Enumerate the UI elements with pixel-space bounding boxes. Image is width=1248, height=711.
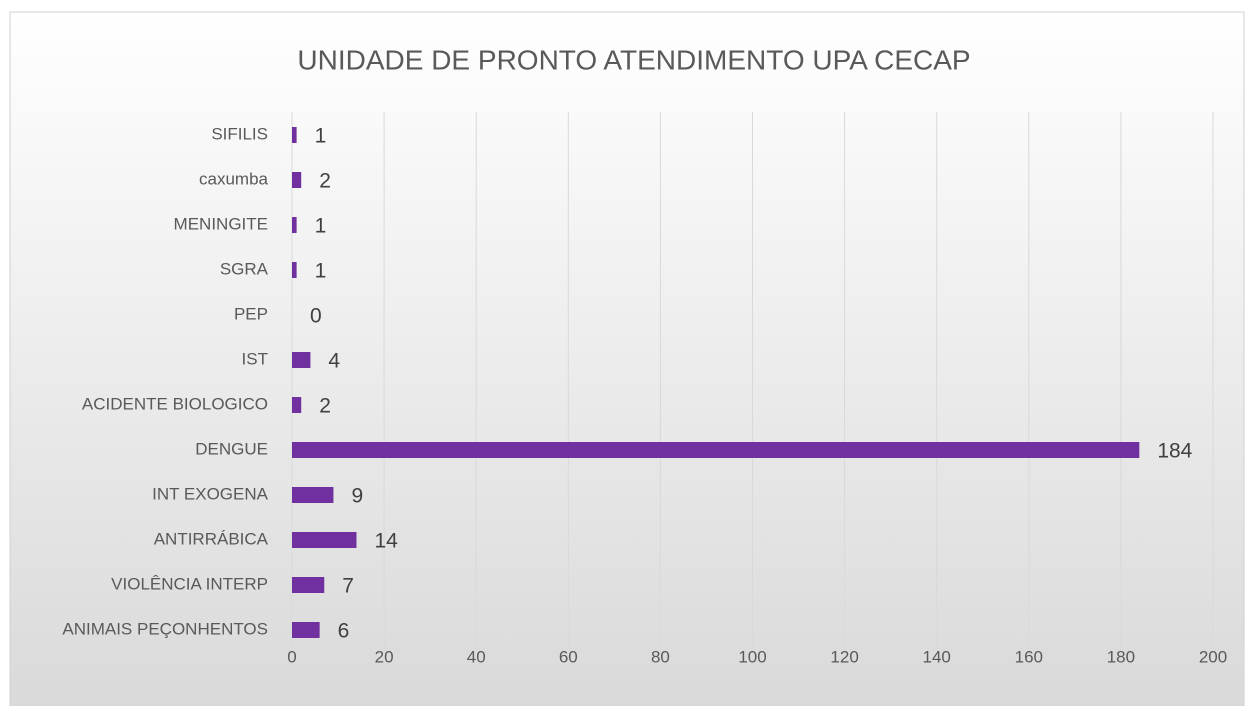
data-label: 9: [351, 485, 363, 508]
data-label: 184: [1157, 440, 1192, 463]
y-tick-label: INT EXOGENA: [152, 484, 269, 503]
data-label: 1: [315, 260, 327, 283]
y-tick-label: ANIMAIS PEÇONHENTOS: [62, 619, 268, 638]
bar: [292, 127, 297, 143]
bar: [292, 172, 302, 188]
bar: [292, 487, 334, 503]
bar: [292, 217, 297, 233]
x-tick-label: 80: [651, 647, 670, 666]
data-label: 6: [338, 620, 350, 643]
data-label: 7: [342, 575, 354, 598]
x-tick-label: 20: [375, 647, 394, 666]
x-tick-label: 40: [467, 647, 486, 666]
bar: [292, 442, 1140, 458]
data-label: 2: [319, 170, 331, 193]
y-tick-label: SIFILIS: [211, 124, 268, 143]
data-label: 1: [315, 215, 327, 238]
y-tick-label: IST: [242, 349, 268, 368]
x-tick-label: 0: [287, 647, 296, 666]
y-tick-label: MENINGITE: [174, 214, 268, 233]
data-label: 0: [310, 305, 322, 328]
x-tick-label: 100: [738, 647, 766, 666]
bar: [292, 577, 325, 593]
y-tick-label: SGRA: [220, 259, 269, 278]
x-tick-label: 160: [1015, 647, 1043, 666]
x-tick-label: 200: [1199, 647, 1227, 666]
data-label: 2: [319, 395, 331, 418]
data-label: 4: [328, 350, 340, 373]
x-tick-label: 180: [1107, 647, 1135, 666]
y-tick-label: PEP: [234, 304, 268, 323]
bar: [292, 352, 311, 368]
x-tick-label: 140: [923, 647, 951, 666]
y-tick-label: caxumba: [199, 169, 269, 188]
bar: [292, 262, 297, 278]
bar: [292, 532, 357, 548]
x-tick-label: 60: [559, 647, 578, 666]
data-label: 1: [315, 125, 327, 148]
y-tick-label: ACIDENTE BIOLOGICO: [82, 394, 268, 413]
chart-background: [9, 11, 1245, 711]
bar: [292, 397, 302, 413]
x-tick-label: 120: [830, 647, 858, 666]
y-tick-label: DENGUE: [195, 439, 268, 458]
y-tick-label: ANTIRRÁBICA: [154, 529, 269, 548]
y-tick-label: VIOLÊNCIA INTERP: [111, 574, 268, 593]
chart-title: UNIDADE DE PRONTO ATENDIMENTO UPA CECAP: [297, 44, 970, 75]
bar: [292, 622, 320, 638]
data-label: 14: [374, 530, 398, 553]
